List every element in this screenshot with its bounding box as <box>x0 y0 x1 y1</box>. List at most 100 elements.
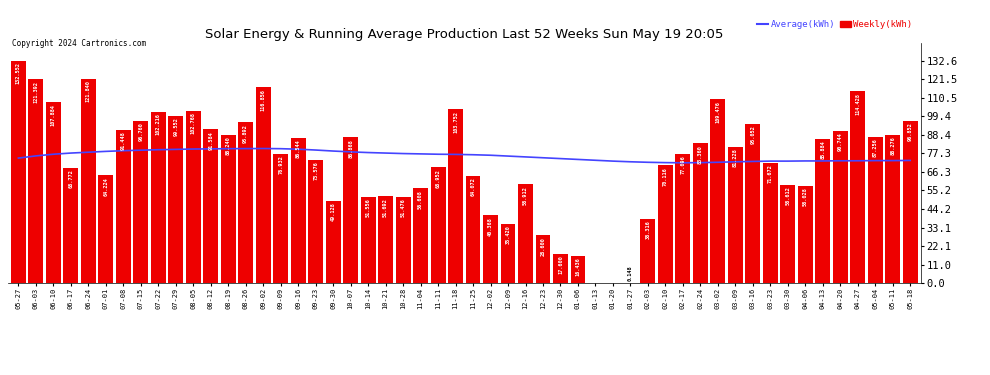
Bar <box>745 124 760 283</box>
Legend: Average(kWh), Weekly(kWh): Average(kWh), Weekly(kWh) <box>753 16 916 33</box>
Text: 109.476: 109.476 <box>716 101 721 123</box>
Bar <box>868 136 883 283</box>
Text: 73.576: 73.576 <box>313 161 318 180</box>
Bar <box>570 255 585 283</box>
Text: 96.852: 96.852 <box>908 122 913 141</box>
Bar <box>763 163 778 283</box>
Text: Copyright 2024 Cartronics.com: Copyright 2024 Cartronics.com <box>12 39 146 48</box>
Bar <box>11 61 26 283</box>
Text: 58.028: 58.028 <box>803 188 808 206</box>
Text: 90.744: 90.744 <box>838 132 842 151</box>
Text: 35.420: 35.420 <box>506 225 511 244</box>
Text: 95.892: 95.892 <box>244 124 248 142</box>
Text: 114.428: 114.428 <box>855 93 860 115</box>
Text: 116.856: 116.856 <box>260 88 265 111</box>
Bar <box>291 138 306 283</box>
Text: 81.228: 81.228 <box>733 148 738 167</box>
Text: 132.552: 132.552 <box>16 62 21 84</box>
Bar <box>29 80 44 283</box>
Bar <box>203 129 218 283</box>
Bar <box>116 130 131 283</box>
Text: 51.692: 51.692 <box>383 198 388 217</box>
Text: 102.768: 102.768 <box>191 112 196 134</box>
Text: 86.868: 86.868 <box>348 139 353 158</box>
Bar <box>728 147 742 283</box>
Text: 56.608: 56.608 <box>418 190 423 209</box>
Bar <box>326 201 341 283</box>
Text: 99.552: 99.552 <box>173 118 178 136</box>
Bar <box>360 196 375 283</box>
Bar <box>186 111 201 283</box>
Text: 68.772: 68.772 <box>68 170 73 188</box>
Text: 70.116: 70.116 <box>663 167 668 186</box>
Bar <box>465 176 480 283</box>
Bar <box>448 109 463 283</box>
Bar <box>675 154 690 283</box>
Text: 83.360: 83.360 <box>698 145 703 164</box>
Bar <box>378 196 393 283</box>
Text: 103.752: 103.752 <box>453 111 458 132</box>
Bar <box>308 160 323 283</box>
Bar <box>396 197 411 283</box>
Text: 38.316: 38.316 <box>645 220 650 239</box>
Bar <box>833 131 847 283</box>
Text: 76.932: 76.932 <box>278 156 283 174</box>
Bar <box>816 139 831 283</box>
Bar <box>431 167 446 283</box>
Text: 107.884: 107.884 <box>50 104 55 126</box>
Text: 85.884: 85.884 <box>821 141 826 159</box>
Text: 86.544: 86.544 <box>296 140 301 158</box>
Text: 91.448: 91.448 <box>121 131 126 150</box>
Bar <box>168 116 183 283</box>
Text: 28.600: 28.600 <box>541 237 545 255</box>
Bar <box>501 224 516 283</box>
Text: 64.224: 64.224 <box>103 177 108 196</box>
Bar <box>536 235 550 283</box>
Text: 51.476: 51.476 <box>401 198 406 217</box>
Bar <box>150 112 165 283</box>
Text: 17.600: 17.600 <box>558 255 563 274</box>
Bar <box>81 79 96 283</box>
Bar <box>711 99 726 283</box>
Bar <box>273 154 288 283</box>
Text: 95.052: 95.052 <box>750 125 755 144</box>
Bar <box>798 186 813 283</box>
Text: 40.368: 40.368 <box>488 217 493 236</box>
Text: 58.612: 58.612 <box>785 186 790 205</box>
Text: 88.276: 88.276 <box>890 136 895 155</box>
Text: 121.840: 121.840 <box>86 80 91 102</box>
Text: 0.148: 0.148 <box>628 266 633 282</box>
Text: 71.672: 71.672 <box>768 165 773 183</box>
Text: 51.556: 51.556 <box>365 198 370 217</box>
Text: 102.216: 102.216 <box>155 113 160 135</box>
Bar <box>885 135 900 283</box>
Bar <box>413 188 428 283</box>
Bar <box>344 137 358 283</box>
Text: 68.952: 68.952 <box>436 169 441 188</box>
Text: 88.240: 88.240 <box>226 137 231 156</box>
Bar <box>255 87 270 283</box>
Text: 49.128: 49.128 <box>331 202 336 221</box>
Text: 58.912: 58.912 <box>523 186 528 205</box>
Text: 87.256: 87.256 <box>873 138 878 157</box>
Title: Solar Energy & Running Average Production Last 52 Weeks Sun May 19 20:05: Solar Energy & Running Average Productio… <box>205 28 724 40</box>
Bar <box>553 254 568 283</box>
Text: 91.584: 91.584 <box>208 131 213 150</box>
Bar <box>850 91 865 283</box>
Text: 16.436: 16.436 <box>575 257 580 276</box>
Bar <box>239 122 253 283</box>
Bar <box>46 102 60 283</box>
Bar <box>658 165 673 283</box>
Bar <box>641 219 655 283</box>
Bar <box>518 184 533 283</box>
Bar <box>221 135 236 283</box>
Bar <box>134 121 148 283</box>
Text: 77.096: 77.096 <box>680 155 685 174</box>
Text: 96.760: 96.760 <box>139 122 144 141</box>
Bar <box>903 121 918 283</box>
Text: 121.392: 121.392 <box>34 81 39 103</box>
Text: 64.072: 64.072 <box>470 177 475 196</box>
Bar <box>63 168 78 283</box>
Bar <box>483 215 498 283</box>
Bar <box>780 185 795 283</box>
